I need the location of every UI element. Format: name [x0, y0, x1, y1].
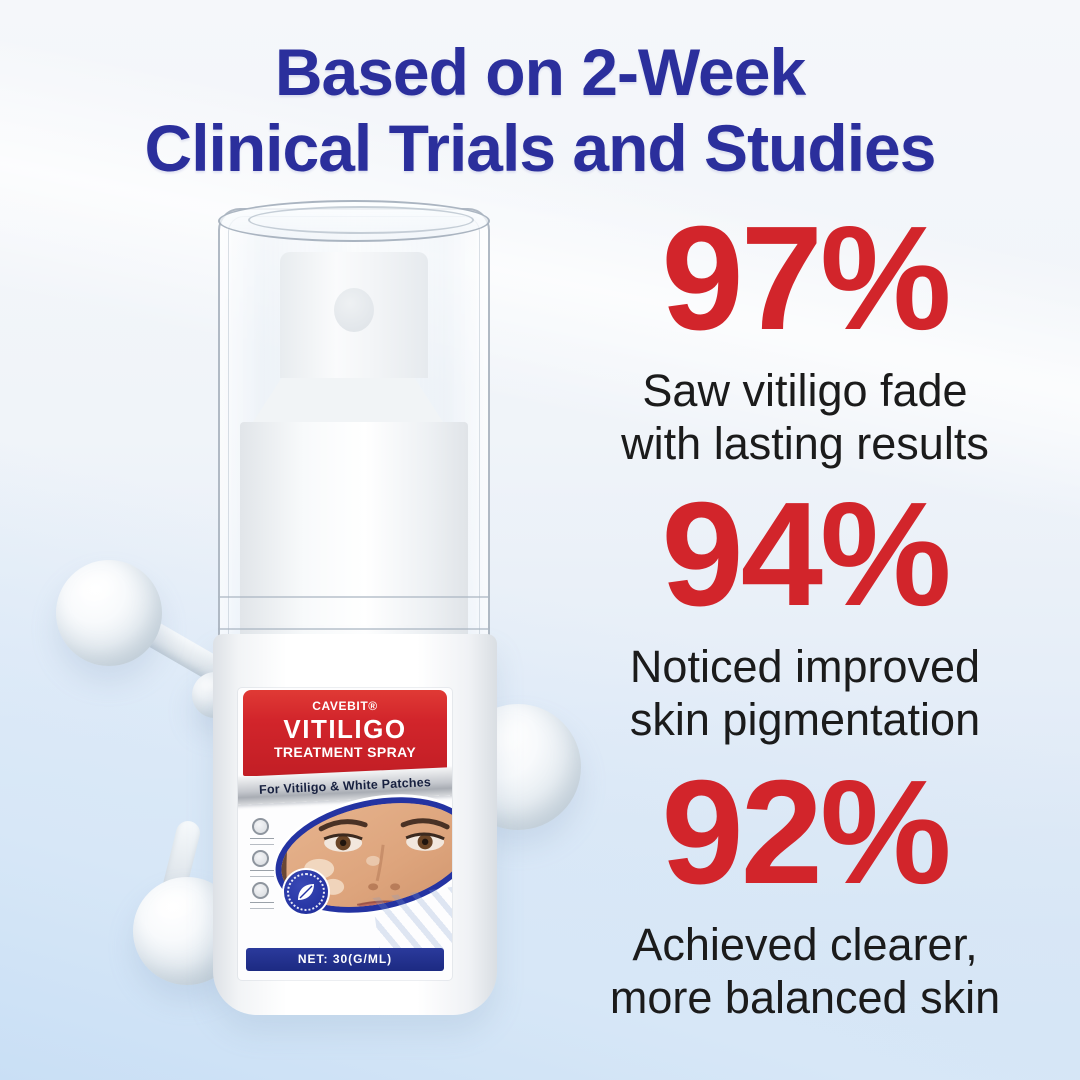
certification-badge-icon — [250, 850, 274, 877]
molecule-sphere-icon — [56, 560, 162, 666]
stat-value: 94% — [661, 472, 951, 637]
bottle-cap-rim-inner — [248, 206, 474, 234]
product-bottle: CAVEBIT® VITILIGO TREATMENT SPRAY For Vi… — [213, 200, 497, 1048]
bottle-neck-line — [218, 596, 490, 598]
stat-description-line1: Noticed improved — [629, 641, 981, 692]
stat-description-line2: skin pigmentation — [629, 694, 981, 745]
product-name: VITILIGO — [283, 714, 407, 744]
stat-description-line2: with lasting results — [621, 418, 989, 469]
stat-block-94: 94% Noticed improved skin pigmentation — [585, 480, 1025, 746]
stat-description-line1: Saw vitiligo fade — [642, 365, 968, 416]
leaf-seal-icon — [284, 870, 328, 914]
stat-description: Achieved clearer, more balanced skin — [585, 918, 1025, 1024]
certification-badge-icon — [250, 882, 274, 909]
certification-badge-icon — [250, 818, 274, 845]
spray-pump-shoulder — [253, 378, 443, 422]
stat-description-line2: more balanced skin — [609, 972, 1001, 1023]
bottle-cap-rim — [218, 200, 490, 242]
spray-pump-head — [280, 252, 428, 378]
bottle-neck-line — [218, 628, 490, 630]
stat-block-97: 97% Saw vitiligo fade with lasting resul… — [585, 204, 1025, 470]
stat-description: Noticed improved skin pigmentation — [585, 640, 1025, 746]
stat-description: Saw vitiligo fade with lasting results — [585, 364, 1025, 470]
stat-description-line1: Achieved clearer, — [632, 919, 978, 970]
stat-value: 92% — [661, 750, 951, 915]
dna-ribbon-icon — [372, 886, 452, 958]
brand-name: CAVEBIT® — [312, 699, 378, 713]
headline-line1: Based on 2-Week — [274, 35, 806, 109]
headline: Based on 2-Week Clinical Trials and Stud… — [0, 34, 1080, 186]
net-weight-bar: NET: 30(G/ML) — [246, 948, 444, 971]
spray-pump-body — [240, 422, 468, 644]
product-label: CAVEBIT® VITILIGO TREATMENT SPRAY For Vi… — [238, 688, 452, 980]
product-type: TREATMENT SPRAY — [273, 744, 417, 760]
stat-value: 97% — [661, 196, 951, 361]
stat-block-92: 92% Achieved clearer, more balanced skin — [585, 758, 1025, 1024]
headline-line2: Clinical Trials and Studies — [144, 111, 937, 185]
label-red-panel: CAVEBIT® VITILIGO TREATMENT SPRAY — [243, 690, 447, 776]
